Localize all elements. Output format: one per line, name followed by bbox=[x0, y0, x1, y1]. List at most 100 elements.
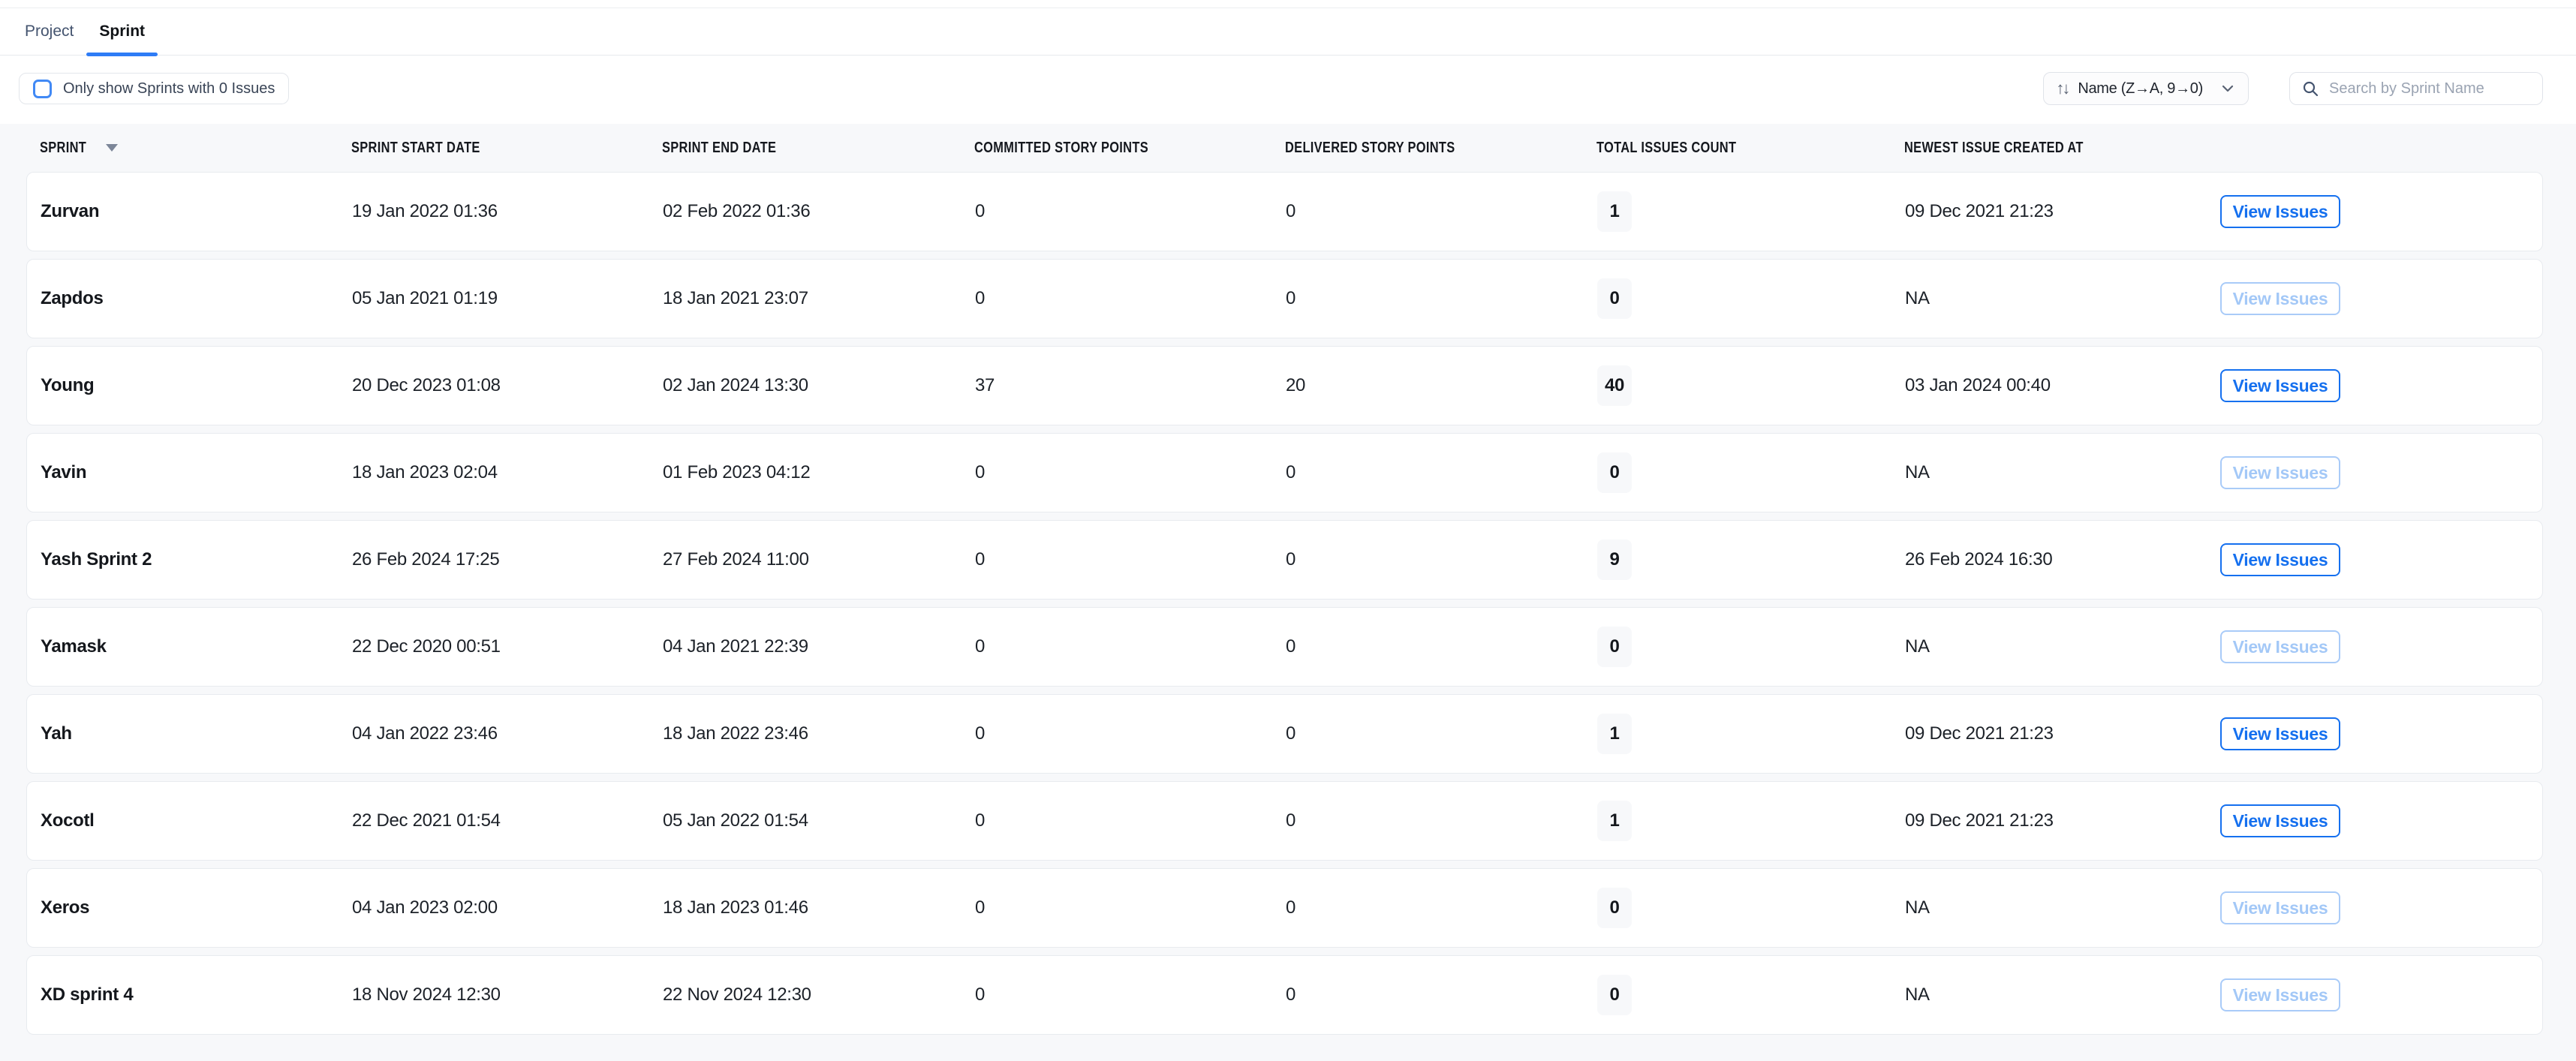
view-issues-button: View Issues bbox=[2220, 978, 2340, 1011]
newest-issue-date: 09 Dec 2021 21:23 bbox=[1905, 201, 2054, 221]
delivered-story-points: 0 bbox=[1286, 288, 1296, 308]
sprint-row: Xeros 04 Jan 2023 02:00 18 Jan 2023 01:4… bbox=[26, 868, 2543, 948]
committed-story-points: 0 bbox=[975, 897, 986, 918]
sort-desc-icon bbox=[105, 144, 118, 152]
newest-issue-date: 09 Dec 2021 21:23 bbox=[1905, 723, 2054, 744]
column-header: TOTAL ISSUES COUNT bbox=[1596, 140, 1904, 157]
tab-project[interactable]: Project bbox=[25, 23, 74, 40]
newest-issue-date: 26 Feb 2024 16:30 bbox=[1905, 549, 2053, 570]
total-issues-badge: 40 bbox=[1597, 365, 1633, 406]
column-header: DELIVERED STORY POINTS bbox=[1285, 140, 1596, 157]
sprint-start-date: 22 Dec 2020 00:51 bbox=[352, 636, 501, 657]
committed-story-points: 0 bbox=[975, 723, 986, 744]
column-header: SPRINT START DATE bbox=[351, 140, 662, 157]
chevron-down-icon bbox=[2219, 80, 2236, 97]
sprint-end-date: 18 Jan 2022 23:46 bbox=[663, 723, 808, 744]
column-header: COMMITTED STORY POINTS bbox=[974, 140, 1285, 157]
view-issues-button[interactable]: View Issues bbox=[2220, 717, 2340, 750]
total-issues-badge: 9 bbox=[1597, 540, 1632, 580]
column-header-label: COMMITTED STORY POINTS bbox=[974, 139, 1148, 156]
total-issues-badge: 1 bbox=[1597, 801, 1632, 841]
total-issues-badge: 1 bbox=[1597, 714, 1632, 754]
committed-story-points: 0 bbox=[975, 984, 986, 1005]
column-header-label: TOTAL ISSUES COUNT bbox=[1596, 139, 1737, 156]
sprint-name: Xeros bbox=[41, 897, 90, 918]
committed-story-points: 0 bbox=[975, 288, 986, 308]
delivered-story-points: 0 bbox=[1286, 636, 1296, 657]
view-issues-button[interactable]: View Issues bbox=[2220, 195, 2340, 228]
sprint-row: Yavin 18 Jan 2023 02:04 01 Feb 2023 04:1… bbox=[26, 433, 2543, 512]
sprint-end-date: 04 Jan 2021 22:39 bbox=[663, 636, 808, 657]
view-issues-button: View Issues bbox=[2220, 891, 2340, 924]
sprint-start-date: 18 Nov 2024 12:30 bbox=[352, 984, 501, 1005]
sprint-name: Xocotl bbox=[41, 810, 95, 831]
sprint-table: SPRINT SPRINT START DATE SPRINT END DATE CO… bbox=[0, 124, 2576, 1061]
view-issues-button: View Issues bbox=[2220, 630, 2340, 663]
view-issues-button: View Issues bbox=[2220, 282, 2340, 315]
newest-issue-date: NA bbox=[1905, 636, 1930, 657]
delivered-story-points: 20 bbox=[1286, 375, 1306, 395]
column-header-label: SPRINT START DATE bbox=[351, 139, 480, 156]
tab-bar: Project Sprint bbox=[0, 8, 2576, 56]
table-header: SPRINT SPRINT START DATE SPRINT END DATE CO… bbox=[26, 124, 2543, 172]
zero-issues-filter-toggle[interactable]: Only show Sprints with 0 Issues bbox=[19, 73, 290, 104]
sprint-name: Zapdos bbox=[41, 288, 104, 308]
view-issues-button[interactable]: View Issues bbox=[2220, 543, 2340, 576]
committed-story-points: 0 bbox=[975, 201, 986, 221]
search-icon bbox=[2301, 80, 2319, 98]
sort-dropdown[interactable]: ↑↓ Name (Z→A, 9→0) bbox=[2043, 72, 2249, 105]
sprint-start-date: 05 Jan 2021 01:19 bbox=[352, 288, 498, 308]
view-issues-button: View Issues bbox=[2220, 456, 2340, 489]
sprint-row: Yamask 22 Dec 2020 00:51 04 Jan 2021 22:… bbox=[26, 607, 2543, 687]
view-issues-button[interactable]: View Issues bbox=[2220, 369, 2340, 402]
column-header: NEWEST ISSUE CREATED AT bbox=[1904, 140, 2219, 157]
delivered-story-points: 0 bbox=[1286, 984, 1296, 1005]
sprint-name: Yah bbox=[41, 723, 72, 744]
sprint-start-date: 19 Jan 2022 01:36 bbox=[352, 201, 498, 221]
tab-sprint[interactable]: Sprint bbox=[86, 8, 158, 56]
committed-story-points: 0 bbox=[975, 636, 986, 657]
sprint-name: Yash Sprint 2 bbox=[41, 549, 152, 570]
sprint-row: XD sprint 4 18 Nov 2024 12:30 22 Nov 202… bbox=[26, 955, 2543, 1035]
delivered-story-points: 0 bbox=[1286, 549, 1296, 570]
delivered-story-points: 0 bbox=[1286, 897, 1296, 918]
sprint-end-date: 01 Feb 2023 04:12 bbox=[663, 462, 811, 482]
committed-story-points: 0 bbox=[975, 549, 986, 570]
total-issues-badge: 0 bbox=[1597, 888, 1632, 928]
delivered-story-points: 0 bbox=[1286, 723, 1296, 744]
sprint-start-date: 04 Jan 2022 23:46 bbox=[352, 723, 498, 744]
sprint-end-date: 18 Jan 2021 23:07 bbox=[663, 288, 808, 308]
newest-issue-date: NA bbox=[1905, 984, 1930, 1005]
delivered-story-points: 0 bbox=[1286, 201, 1296, 221]
table-body: Zurvan 19 Jan 2022 01:36 02 Feb 2022 01:… bbox=[26, 172, 2543, 1035]
search-box bbox=[2289, 72, 2543, 105]
sprint-name: Young bbox=[41, 375, 95, 395]
sprint-row: Yash Sprint 2 26 Feb 2024 17:25 27 Feb 2… bbox=[26, 520, 2543, 600]
sprint-start-date: 18 Jan 2023 02:04 bbox=[352, 462, 498, 482]
zero-issues-filter-label: Only show Sprints with 0 Issues bbox=[63, 80, 275, 97]
sprint-row: Xocotl 22 Dec 2021 01:54 05 Jan 2022 01:… bbox=[26, 781, 2543, 861]
total-issues-badge: 0 bbox=[1597, 627, 1632, 667]
sprint-row: Yah 04 Jan 2022 23:46 18 Jan 2022 23:46 … bbox=[26, 694, 2543, 774]
sprint-end-date: 02 Jan 2024 13:30 bbox=[663, 375, 808, 395]
view-issues-button[interactable]: View Issues bbox=[2220, 804, 2340, 837]
column-header-label: DELIVERED STORY POINTS bbox=[1285, 139, 1455, 156]
total-issues-badge: 0 bbox=[1597, 452, 1632, 493]
sprint-row: Zurvan 19 Jan 2022 01:36 02 Feb 2022 01:… bbox=[26, 172, 2543, 251]
sprint-end-date: 05 Jan 2022 01:54 bbox=[663, 810, 808, 831]
sprint-name: XD sprint 4 bbox=[41, 984, 134, 1005]
search-input[interactable] bbox=[2329, 80, 2531, 98]
newest-issue-date: NA bbox=[1905, 288, 1930, 308]
sprint-name: Zurvan bbox=[41, 201, 100, 221]
sprint-end-date: 02 Feb 2022 01:36 bbox=[663, 201, 811, 221]
column-header[interactable]: SPRINT bbox=[26, 140, 351, 157]
committed-story-points: 0 bbox=[975, 462, 986, 482]
total-issues-badge: 0 bbox=[1597, 975, 1632, 1015]
column-header-label: SPRINT END DATE bbox=[662, 139, 777, 156]
right-controls: ↑↓ Name (Z→A, 9→0) bbox=[2043, 72, 2543, 105]
sprint-end-date: 27 Feb 2024 11:00 bbox=[663, 549, 809, 570]
sprint-row: Zapdos 05 Jan 2021 01:19 18 Jan 2021 23:… bbox=[26, 259, 2543, 338]
column-header-label: NEWEST ISSUE CREATED AT bbox=[1904, 139, 2084, 156]
zero-issues-checkbox[interactable] bbox=[33, 79, 52, 98]
sprint-end-date: 22 Nov 2024 12:30 bbox=[663, 984, 811, 1005]
